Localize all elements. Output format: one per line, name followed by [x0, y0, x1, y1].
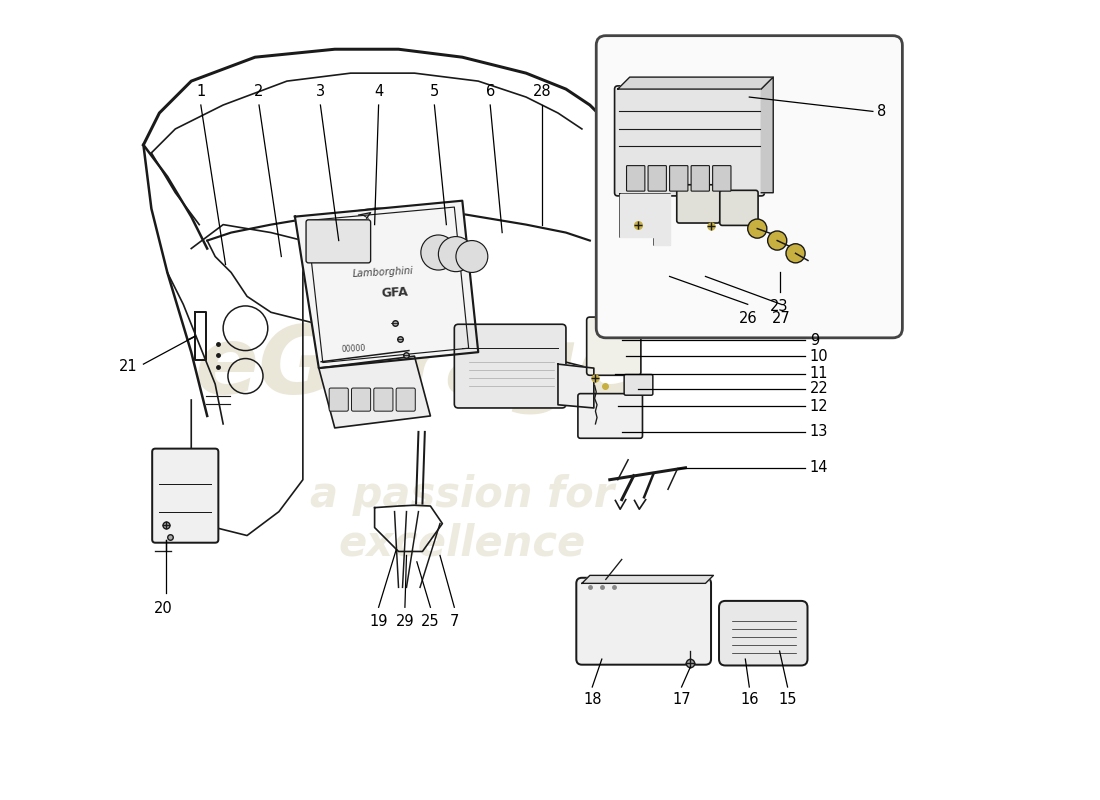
Text: 26: 26 [738, 310, 757, 326]
FancyBboxPatch shape [352, 388, 371, 411]
FancyBboxPatch shape [627, 166, 645, 191]
Text: 17: 17 [672, 692, 691, 706]
FancyBboxPatch shape [624, 374, 652, 395]
FancyBboxPatch shape [306, 220, 371, 263]
Circle shape [786, 244, 805, 263]
Text: 23: 23 [770, 298, 789, 314]
Text: 28: 28 [532, 84, 551, 98]
Text: 20: 20 [154, 601, 173, 616]
FancyBboxPatch shape [454, 324, 565, 408]
Polygon shape [761, 77, 773, 193]
FancyBboxPatch shape [648, 166, 667, 191]
FancyBboxPatch shape [576, 578, 711, 665]
FancyBboxPatch shape [670, 166, 688, 191]
Text: 11: 11 [810, 366, 828, 381]
Polygon shape [618, 77, 773, 89]
Text: 4: 4 [374, 84, 383, 98]
Text: 6: 6 [485, 84, 495, 98]
FancyBboxPatch shape [396, 388, 416, 411]
Text: 18: 18 [583, 692, 602, 706]
FancyBboxPatch shape [615, 86, 764, 196]
Text: a passion for
excellence: a passion for excellence [310, 474, 615, 565]
FancyBboxPatch shape [152, 449, 219, 542]
FancyBboxPatch shape [586, 317, 641, 375]
Text: 7: 7 [450, 614, 459, 629]
Circle shape [439, 237, 473, 272]
FancyBboxPatch shape [329, 388, 349, 411]
Polygon shape [295, 201, 478, 368]
FancyBboxPatch shape [691, 166, 710, 191]
FancyBboxPatch shape [713, 166, 732, 191]
Text: 21: 21 [119, 359, 138, 374]
Text: 1: 1 [196, 84, 206, 98]
Text: 16: 16 [740, 692, 759, 706]
Polygon shape [620, 194, 670, 245]
Text: 3: 3 [316, 84, 324, 98]
Text: 9: 9 [810, 333, 820, 348]
Text: Lamborghini: Lamborghini [352, 266, 414, 279]
Polygon shape [319, 356, 430, 428]
FancyBboxPatch shape [578, 394, 642, 438]
Text: 25: 25 [421, 614, 440, 629]
Text: 29: 29 [396, 614, 415, 629]
FancyBboxPatch shape [676, 185, 719, 223]
FancyBboxPatch shape [719, 601, 807, 666]
Text: 2: 2 [254, 84, 264, 98]
Circle shape [455, 241, 487, 273]
FancyBboxPatch shape [374, 388, 393, 411]
Polygon shape [582, 575, 714, 583]
Text: 00000: 00000 [341, 343, 366, 354]
FancyBboxPatch shape [596, 36, 902, 338]
Text: eGarage: eGarage [195, 322, 642, 414]
Text: 19: 19 [370, 614, 388, 629]
Text: 12: 12 [810, 399, 828, 414]
Text: 8: 8 [877, 104, 887, 119]
Circle shape [768, 231, 786, 250]
Text: 27: 27 [772, 310, 791, 326]
Polygon shape [558, 364, 594, 408]
Text: 14: 14 [810, 460, 828, 475]
Text: 13: 13 [810, 424, 828, 439]
Circle shape [421, 235, 455, 270]
Text: 5: 5 [430, 84, 439, 98]
Text: 22: 22 [810, 382, 828, 396]
Circle shape [748, 219, 767, 238]
FancyBboxPatch shape [719, 190, 758, 226]
Text: GFA: GFA [381, 285, 408, 299]
Text: 10: 10 [810, 349, 828, 364]
Text: 15: 15 [779, 692, 796, 706]
